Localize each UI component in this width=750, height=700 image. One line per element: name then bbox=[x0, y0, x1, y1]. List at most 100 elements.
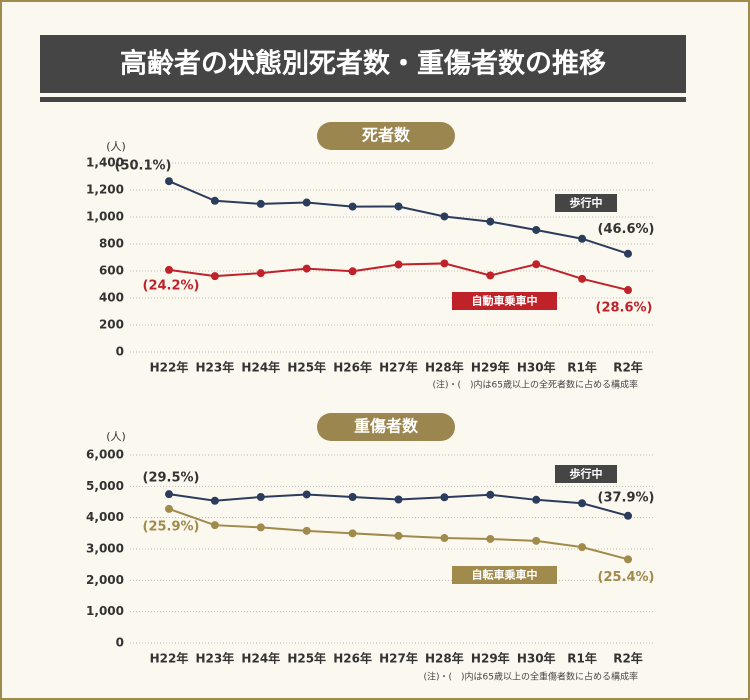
title-bar bbox=[40, 35, 686, 93]
legend-label: 歩行中 bbox=[570, 196, 603, 210]
y-tick-label: 5,000 bbox=[86, 479, 124, 493]
y-tick-label: 4,000 bbox=[86, 510, 124, 524]
legend-box bbox=[452, 292, 557, 310]
annotation: (46.6%) bbox=[598, 222, 655, 237]
data-point bbox=[165, 504, 173, 513]
x-tick-label: R2年 bbox=[613, 651, 643, 666]
y-tick-label: 1,000 bbox=[86, 604, 124, 618]
data-point bbox=[440, 259, 449, 268]
x-tick-label: H26年 bbox=[333, 651, 372, 666]
data-point bbox=[440, 534, 449, 543]
data-point bbox=[532, 536, 541, 545]
data-point bbox=[578, 274, 587, 283]
annotation: (37.9%) bbox=[598, 490, 655, 505]
data-point bbox=[348, 492, 357, 501]
chart-note: (注)・( )内は65歳以上の全重傷者数に占める構成率 bbox=[424, 671, 639, 683]
x-tick-label: H25年 bbox=[287, 360, 326, 375]
legend-box bbox=[555, 465, 617, 483]
data-point bbox=[302, 526, 311, 535]
data-point bbox=[210, 521, 219, 530]
data-point bbox=[394, 495, 403, 504]
data-point bbox=[532, 260, 541, 269]
annotation: (24.2%) bbox=[143, 278, 200, 293]
y-tick-label: 3,000 bbox=[86, 542, 124, 556]
x-tick-label: H30年 bbox=[517, 651, 556, 666]
data-point bbox=[394, 531, 403, 540]
data-point bbox=[578, 234, 587, 243]
y-tick-label: 1,400 bbox=[86, 156, 124, 170]
x-tick-label: H23年 bbox=[196, 651, 235, 666]
x-tick-label: R1年 bbox=[567, 360, 597, 375]
data-point bbox=[394, 260, 403, 269]
y-axis-label: (人) bbox=[106, 140, 126, 153]
data-point bbox=[440, 212, 449, 221]
chart-note: (注)・( )内は65歳以上の全死者数に占める構成率 bbox=[433, 379, 639, 391]
annotation: (25.4%) bbox=[598, 570, 655, 585]
chart-title: 死者数 bbox=[362, 126, 411, 145]
legend-label: 自転車乗車中 bbox=[472, 568, 538, 582]
y-tick-label: 6,000 bbox=[86, 448, 124, 462]
y-tick-label: 400 bbox=[99, 291, 124, 305]
legend-label: 自動車乗車中 bbox=[472, 294, 538, 308]
data-point bbox=[256, 523, 265, 532]
y-tick-label: 800 bbox=[99, 237, 124, 251]
data-point bbox=[348, 267, 357, 276]
x-tick-label: H29年 bbox=[471, 360, 510, 375]
data-point bbox=[624, 249, 632, 258]
annotation: (29.5%) bbox=[143, 471, 200, 486]
x-tick-label: R2年 bbox=[613, 360, 643, 375]
x-tick-label: H24年 bbox=[241, 651, 280, 666]
y-tick-label: 1,200 bbox=[86, 183, 124, 197]
x-tick-label: H27年 bbox=[379, 360, 418, 375]
x-tick-label: H26年 bbox=[333, 360, 372, 375]
page-title: 高齢者の状態別死者数・重傷者数の推移 bbox=[120, 48, 606, 80]
data-point bbox=[486, 534, 495, 543]
data-point bbox=[302, 264, 311, 273]
annotation: (28.6%) bbox=[596, 301, 653, 316]
data-point bbox=[532, 225, 541, 234]
title-underline bbox=[40, 97, 686, 102]
data-point bbox=[486, 271, 495, 280]
data-point bbox=[256, 269, 265, 278]
data-point bbox=[165, 490, 173, 499]
data-point bbox=[348, 529, 357, 538]
x-tick-label: H22年 bbox=[150, 360, 189, 375]
x-tick-label: H28年 bbox=[425, 651, 464, 666]
data-point bbox=[486, 490, 495, 499]
data-point bbox=[578, 543, 587, 552]
y-tick-label: 600 bbox=[99, 264, 124, 278]
data-point bbox=[348, 202, 357, 211]
x-tick-label: H29年 bbox=[471, 651, 510, 666]
y-axis-label: (人) bbox=[106, 430, 126, 443]
data-point bbox=[256, 492, 265, 501]
data-point bbox=[302, 490, 311, 499]
data-point bbox=[486, 217, 495, 226]
y-tick-label: 1,000 bbox=[86, 210, 124, 224]
chart-title: 重傷者数 bbox=[354, 417, 419, 436]
data-point bbox=[624, 286, 632, 295]
x-tick-label: H30年 bbox=[517, 360, 556, 375]
data-point bbox=[210, 496, 219, 505]
y-tick-label: 0 bbox=[116, 636, 124, 650]
data-point bbox=[165, 177, 173, 186]
y-tick-label: 200 bbox=[99, 318, 124, 332]
legend-label: 歩行中 bbox=[570, 467, 603, 481]
data-point bbox=[394, 202, 403, 211]
legend-box bbox=[555, 194, 617, 212]
data-point bbox=[578, 499, 587, 508]
data-point bbox=[210, 272, 219, 281]
annotation: (25.9%) bbox=[143, 519, 200, 534]
chart-title-pill bbox=[317, 413, 455, 441]
data-point bbox=[210, 196, 219, 205]
x-tick-label: H24年 bbox=[241, 360, 280, 375]
data-point bbox=[302, 198, 311, 207]
data-point bbox=[165, 265, 173, 274]
data-point bbox=[532, 495, 541, 504]
x-tick-label: H27年 bbox=[379, 651, 418, 666]
annotation: (50.1%) bbox=[115, 159, 172, 174]
x-tick-label: H28年 bbox=[425, 360, 464, 375]
chart-title-pill bbox=[317, 122, 455, 150]
x-tick-label: H22年 bbox=[150, 651, 189, 666]
